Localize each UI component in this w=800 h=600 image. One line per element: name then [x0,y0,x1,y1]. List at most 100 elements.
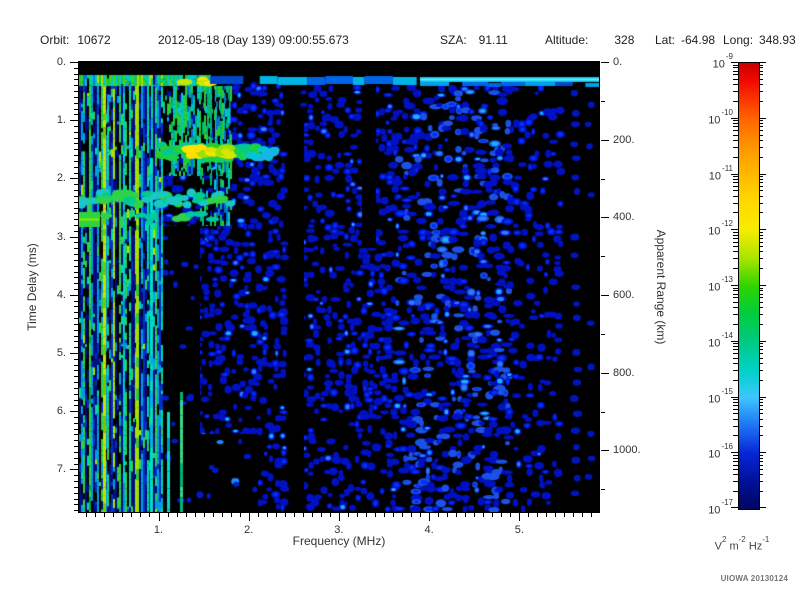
x-axis-minor-tick [221,513,223,517]
colorbar-minor-tick [759,413,763,415]
x-axis-minor-tick [311,513,313,517]
colorbar-minor-tick [733,202,738,204]
x-axis-minor-tick [510,513,512,517]
range-axis-label: Apparent Range (km) [654,229,668,345]
y-axis-major-tick [70,411,78,413]
colorbar-minor-tick [733,139,738,141]
colorbar-major-tick [759,396,766,398]
y-axis-minor-tick [74,137,78,139]
y-axis-minor-tick [74,440,78,442]
colorbar-major-tick [731,62,738,63]
colorbar-minor-tick [733,481,738,483]
y-axis-minor-tick [74,370,78,372]
y-axis-major-tick [70,353,78,354]
colorbar-minor-tick [733,408,738,410]
x-axis-minor-tick [501,513,503,517]
x-axis-minor-tick [365,513,367,517]
y-axis-minor-tick [74,213,78,215]
colorbar-minor-tick [733,178,738,180]
colorbar-minor-tick [733,435,738,437]
x-axis-minor-tick [284,513,286,517]
y-axis-minor-tick [74,399,78,401]
y-axis-minor-tick [74,498,78,500]
colorbar-minor-tick [759,293,763,295]
x-axis-minor-tick [420,513,422,517]
header-orbit: Orbit: 10672 [40,33,111,47]
colorbar-minor-tick [759,425,763,427]
colorbar-minor-tick [759,408,763,410]
y-axis-minor-tick [74,306,78,308]
y-axis-minor-tick [74,85,78,87]
y-axis-minor-tick [74,422,78,424]
colorbar-tick-label: 10-12 [708,219,733,238]
colorbar-minor-tick [733,425,738,427]
y-axis-minor-tick [74,323,78,325]
y-axis-minor-tick [74,219,78,221]
colorbar-minor-tick [733,353,738,355]
y-axis-minor-tick [74,201,78,203]
colorbar-tick-label: 10-11 [708,163,733,183]
y-axis-minor-tick [74,300,78,302]
x-axis-minor-tick [438,513,440,517]
y-axis-minor-tick [74,288,78,290]
colorbar-minor-tick [733,123,738,125]
colorbar-minor-tick [759,123,763,125]
x-axis-minor-tick [86,513,88,517]
colorbar-minor-tick [759,258,763,260]
x-axis-minor-tick [140,513,142,517]
x-axis-minor-tick [194,513,196,517]
x-axis-minor-tick [167,513,169,517]
x-axis-minor-tick [131,513,133,517]
colorbar-major-tick [759,340,766,342]
colorbar-major-tick [759,117,766,119]
colorbar-minor-tick [733,120,738,122]
colorbar-major-tick [759,452,766,454]
x-axis-minor-tick [555,513,557,517]
x-axis-minor-tick [384,513,385,517]
x-axis-minor-tick [149,513,151,517]
x-axis-minor-tick [212,513,214,517]
colorbar-minor-tick [733,84,738,86]
colorbar-minor-tick [733,126,738,128]
colorbar-minor-tick [733,70,738,72]
colorbar-minor-tick [733,307,738,309]
colorbar-minor-tick [733,399,738,401]
range-axis-minor-tick [601,489,605,491]
colorbar-minor-tick [733,258,738,260]
datetime-value: 2012-05-18 (Day 139) 09:00:55.673 [158,33,349,47]
y-axis-minor-tick [74,382,78,384]
colorbar-minor-tick [733,454,738,456]
colorbar-tick-label: 10-10 [708,107,733,127]
y-axis-major-tick [70,236,78,238]
x-axis-minor-tick [266,513,268,517]
x-axis-major-tick [338,513,340,521]
y-axis-minor-tick [74,265,78,267]
colorbar-major-tick [731,340,738,342]
colorbar-minor-tick [733,418,738,420]
colorbar-minor-tick [733,130,738,132]
orbit-label: Orbit: [40,33,70,47]
colorbar-minor-tick [733,301,738,303]
colorbar-minor-tick [733,78,738,80]
colorbar-minor-tick [759,70,763,72]
x-axis-minor-tick [320,513,322,517]
colorbar-major-tick [731,285,738,286]
colorbar-minor-tick [759,369,763,371]
orbit-value: 10672 [77,33,111,47]
header-lat: Lat: -64.98 [655,33,715,47]
colorbar-minor-tick [733,234,738,236]
colorbar-minor-tick [733,287,738,289]
x-axis-minor-tick [492,513,494,517]
colorbar-minor-tick [733,176,738,178]
colorbar-minor-tick [759,126,763,128]
colorbar-major-tick [731,229,738,231]
x-axis-minor-tick [104,513,106,517]
y-axis-minor-tick [74,358,78,360]
y-axis-minor-tick [74,96,78,98]
colorbar-minor-tick [733,379,738,381]
colorbar-minor-tick [733,457,738,459]
colorbar-minor-tick [733,413,738,415]
y-axis-tick-label: 6. [56,405,66,418]
colorbar-tick-label: 10-14 [708,330,733,350]
colorbar-minor-tick [759,457,763,459]
